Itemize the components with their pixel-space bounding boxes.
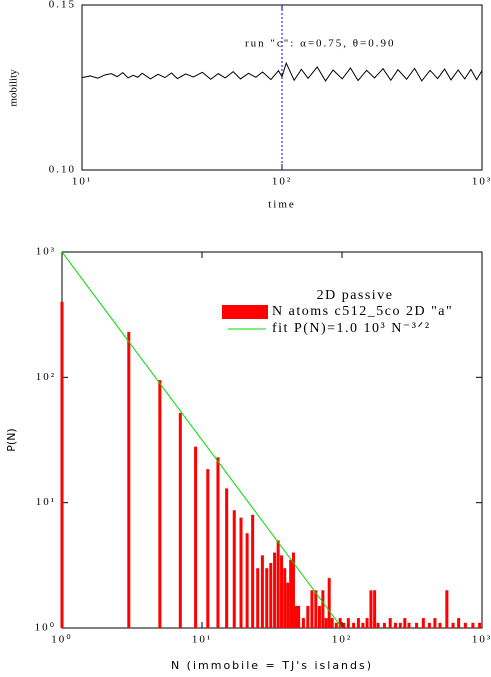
bar xyxy=(373,590,377,628)
y-tick-label: 10¹ xyxy=(36,496,56,508)
bar xyxy=(352,622,356,628)
bar xyxy=(346,618,350,628)
x-tick-label: 10¹ xyxy=(192,634,212,646)
bar xyxy=(334,622,338,628)
bar xyxy=(403,618,407,628)
bar xyxy=(127,331,131,628)
x-tick-label: 10³ xyxy=(472,634,491,646)
bar xyxy=(256,568,260,628)
bar xyxy=(206,469,210,628)
bar xyxy=(60,301,64,628)
bar xyxy=(314,590,318,628)
data-line xyxy=(81,61,483,82)
bar xyxy=(297,605,301,628)
bar xyxy=(361,622,365,628)
bar xyxy=(301,618,305,628)
y-axis-label: mobility xyxy=(8,69,20,107)
bar xyxy=(251,514,255,628)
bar xyxy=(471,622,475,628)
bar xyxy=(382,622,386,628)
y-tick-label: 10³ xyxy=(36,246,56,258)
bar xyxy=(216,457,220,628)
bar xyxy=(306,605,310,628)
bar xyxy=(291,552,295,628)
legend-label: fit P(N)=1.0 10³ N⁻³ᐟ² xyxy=(272,321,431,336)
y-tick-label: 0.15 xyxy=(49,0,76,11)
bar xyxy=(365,618,369,628)
bar xyxy=(438,622,442,628)
bar xyxy=(265,568,269,628)
bar xyxy=(478,622,482,628)
bar xyxy=(421,618,425,628)
bar xyxy=(324,618,328,628)
bar xyxy=(280,555,284,628)
bar xyxy=(338,618,342,628)
bar xyxy=(294,605,298,628)
bar xyxy=(286,582,290,628)
x-tick-label: 10² xyxy=(272,176,292,188)
bar xyxy=(317,605,321,628)
bar xyxy=(232,510,236,628)
bar xyxy=(225,488,229,628)
bar xyxy=(245,533,249,628)
bar xyxy=(376,622,380,628)
legend-swatch xyxy=(222,305,268,319)
x-axis-label: N (immobile = TJ's islands) xyxy=(171,659,373,672)
legend-label: N atoms c512_5co 2D "a" xyxy=(272,304,453,319)
bar xyxy=(342,622,346,628)
bar xyxy=(398,622,402,628)
bar xyxy=(463,622,467,628)
bar xyxy=(194,446,198,628)
bar xyxy=(427,622,431,628)
bar xyxy=(388,618,392,628)
bar xyxy=(289,559,293,628)
x-tick-label: 10³ xyxy=(472,176,491,188)
bar xyxy=(283,568,287,628)
bar xyxy=(239,517,243,628)
bar xyxy=(310,590,314,628)
y-tick-label: 10² xyxy=(36,371,56,383)
bar xyxy=(356,618,360,628)
bar xyxy=(433,618,437,628)
y-tick-label: 0.10 xyxy=(49,164,76,176)
bar xyxy=(369,590,373,628)
bar xyxy=(415,622,419,628)
legend-title: 2D passive xyxy=(317,288,394,303)
bar xyxy=(393,622,397,628)
x-tick-label: 10⁰ xyxy=(51,634,72,646)
x-tick-label: 10¹ xyxy=(72,176,92,188)
bar xyxy=(451,622,455,628)
bar xyxy=(407,622,411,628)
bar xyxy=(260,555,264,628)
x-tick-label: 10² xyxy=(332,634,352,646)
bar xyxy=(321,590,325,628)
bar xyxy=(269,563,273,628)
bar xyxy=(178,412,182,628)
bar xyxy=(330,618,334,628)
bar xyxy=(158,380,162,628)
bar xyxy=(276,540,280,628)
data-line xyxy=(61,251,343,629)
x-axis-label: time xyxy=(268,199,296,211)
y-tick-label: 10⁰ xyxy=(35,622,56,634)
bar xyxy=(327,578,331,628)
bar xyxy=(445,590,449,628)
y-axis-label: P(N) xyxy=(5,428,18,451)
bar xyxy=(273,552,277,628)
bar xyxy=(457,618,461,628)
annotation: run "c": α=0.75, θ=0.90 xyxy=(245,38,396,50)
